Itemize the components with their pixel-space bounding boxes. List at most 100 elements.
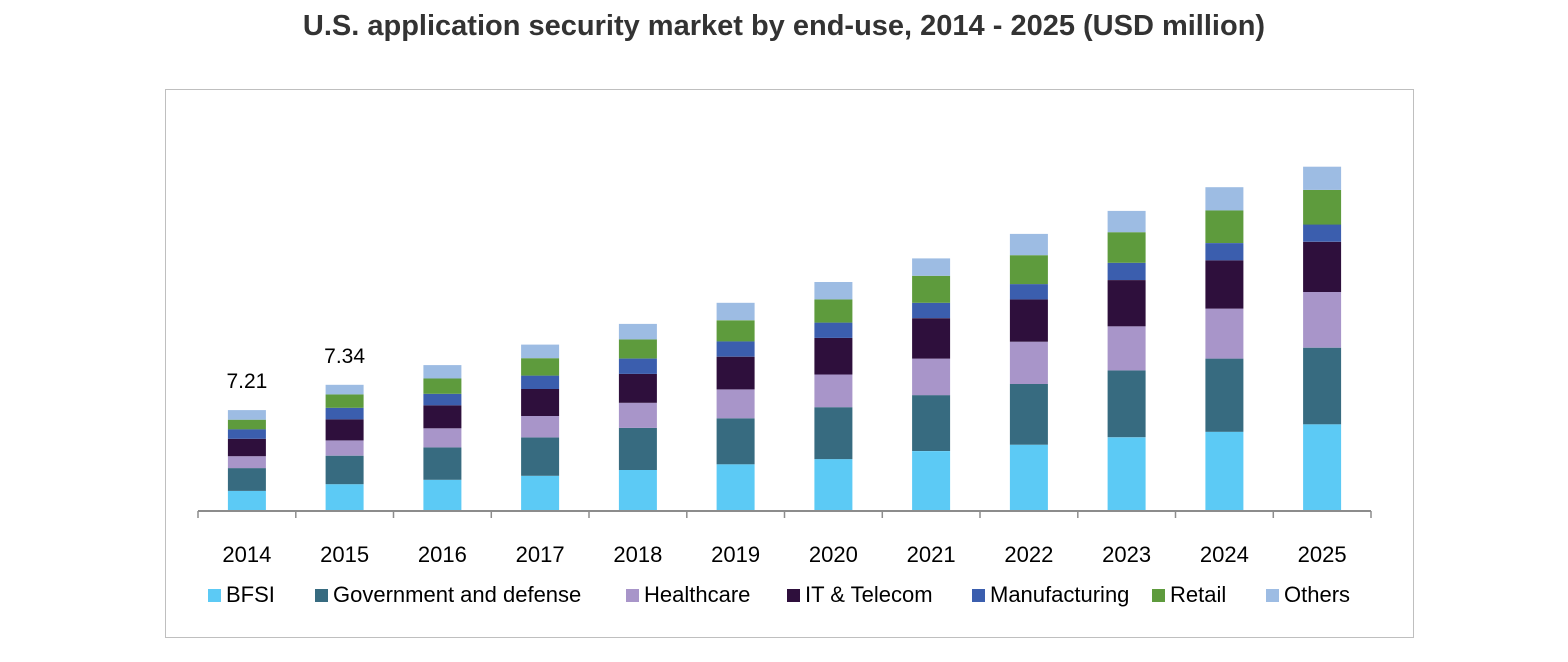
bar-segment-2025-3: [1303, 241, 1342, 292]
bar-segment-2024-0: [1205, 431, 1244, 511]
bar-segment-2018-3: [618, 373, 657, 403]
legend-label-2: Healthcare: [644, 582, 750, 607]
bar-segment-2024-1: [1205, 358, 1244, 432]
bar-segment-2025-5: [1303, 189, 1342, 225]
bar-segment-2016-4: [423, 393, 462, 406]
bar-segment-2022-6: [1009, 233, 1048, 256]
bar-segment-2023-1: [1107, 370, 1146, 438]
bar-segment-2019-2: [716, 389, 755, 419]
bar-segment-2014-4: [227, 429, 266, 439]
bar-segment-2020-2: [814, 374, 853, 408]
bar-segment-2024-6: [1205, 187, 1244, 211]
legend-swatch-4: [972, 589, 985, 602]
stacked-bar-chart: 7.21 2014 7.34 2015 2016 2017 2018 2019 2020 2021…: [197, 166, 1372, 607]
bar-segment-2019-4: [716, 341, 755, 357]
bar-segment-2025-4: [1303, 224, 1342, 242]
bar-segment-2021-5: [912, 275, 951, 303]
bar-segment-2022-1: [1009, 384, 1048, 445]
legend-swatch-3: [787, 589, 800, 602]
bar-segment-2023-6: [1107, 210, 1146, 233]
bar-segment-2018-4: [618, 358, 657, 374]
bar-segment-2015-3: [325, 419, 364, 441]
bar-segment-2018-6: [618, 323, 657, 340]
bar-segment-2018-5: [618, 339, 657, 359]
bar-segment-2021-2: [912, 358, 951, 396]
x-tick-label-2016: 2016: [418, 542, 467, 567]
legend-swatch-6: [1266, 589, 1279, 602]
bar-segment-2015-0: [325, 484, 364, 511]
bar-segment-2025-1: [1303, 347, 1342, 425]
x-tick-label-2020: 2020: [809, 542, 858, 567]
bar-segment-2020-0: [814, 459, 853, 511]
bar-segment-2015-2: [325, 440, 364, 456]
bar-segment-2023-5: [1107, 232, 1146, 263]
bar-segment-2019-3: [716, 356, 755, 390]
bar-segment-2018-1: [618, 427, 657, 470]
bar-segment-2014-6: [227, 410, 266, 420]
bar-segment-2014-5: [227, 419, 266, 430]
bar-segment-2015-1: [325, 455, 364, 485]
x-tick-label-2018: 2018: [613, 542, 662, 567]
bar-segment-2014-2: [227, 456, 266, 469]
x-tick-label-2015: 2015: [320, 542, 369, 567]
bar-segment-2019-0: [716, 464, 755, 511]
legend-label-5: Retail: [1170, 582, 1226, 607]
bar-segment-2021-1: [912, 395, 951, 451]
bar-segment-2020-4: [814, 322, 853, 338]
bar-segment-2020-5: [814, 299, 853, 323]
bar-segment-2022-3: [1009, 299, 1048, 342]
data-label-2015: 7.34: [324, 345, 365, 368]
bar-segment-2016-1: [423, 447, 462, 480]
legend-label-0: BFSI: [226, 582, 275, 607]
bar-segment-2022-0: [1009, 444, 1048, 511]
bar-segment-2017-1: [521, 437, 560, 476]
bar-segment-2016-3: [423, 405, 462, 429]
bar-segment-2022-4: [1009, 284, 1048, 300]
bar-segment-2020-6: [814, 282, 853, 300]
bar-segment-2019-6: [716, 302, 755, 321]
bar-segment-2017-2: [521, 416, 560, 438]
x-tick-label-2017: 2017: [516, 542, 565, 567]
bar-segment-2020-1: [814, 407, 853, 460]
bar-segment-2018-0: [618, 470, 657, 511]
bar-segment-2019-5: [716, 320, 755, 342]
bar-segment-2017-5: [521, 358, 560, 376]
x-tick-label-2014: 2014: [222, 542, 271, 567]
legend-label-6: Others: [1284, 582, 1350, 607]
x-tick-label-2021: 2021: [907, 542, 956, 567]
bar-segment-2023-0: [1107, 437, 1146, 511]
bar-segment-2017-6: [521, 344, 560, 359]
legend-swatch-1: [315, 589, 328, 602]
bar-segment-2018-2: [618, 402, 657, 428]
x-tick-label-2019: 2019: [711, 542, 760, 567]
bar-segment-2017-0: [521, 475, 560, 511]
bar-segment-2021-6: [912, 258, 951, 276]
chart-title: U.S. application security market by end-…: [302, 10, 1266, 42]
bar-segment-2020-3: [814, 337, 853, 375]
bar-segment-2017-3: [521, 389, 560, 416]
legend-label-3: IT & Telecom: [805, 582, 933, 607]
bar-segment-2021-3: [912, 318, 951, 359]
bar-segment-2014-0: [227, 490, 266, 511]
bar-segment-2016-0: [423, 479, 462, 511]
bar-segment-2016-5: [423, 378, 462, 394]
bar-segment-2016-2: [423, 428, 462, 448]
bar-segment-2025-0: [1303, 424, 1342, 511]
bar-segment-2015-6: [325, 384, 364, 395]
bar-segment-2024-4: [1205, 243, 1244, 261]
bar-segment-2014-1: [227, 468, 266, 491]
bar-segment-2023-3: [1107, 280, 1146, 327]
bar-segment-2021-0: [912, 451, 951, 511]
bar-segment-2024-2: [1205, 308, 1244, 359]
bar-segment-2022-2: [1009, 341, 1048, 384]
bar-segment-2023-2: [1107, 326, 1146, 371]
bar-segment-2025-6: [1303, 166, 1342, 190]
bar-segment-2017-4: [521, 375, 560, 389]
bar-segment-2015-4: [325, 407, 364, 420]
bar-segment-2019-1: [716, 418, 755, 465]
data-label-2014: 7.21: [226, 370, 267, 393]
chart-frame: 7.21 2014 7.34 2015 2016 2017 2018 2019 2020 2021…: [165, 89, 1414, 638]
bar-segment-2015-5: [325, 394, 364, 408]
bar-segment-2025-2: [1303, 291, 1342, 348]
bar-segment-2022-5: [1009, 255, 1048, 285]
